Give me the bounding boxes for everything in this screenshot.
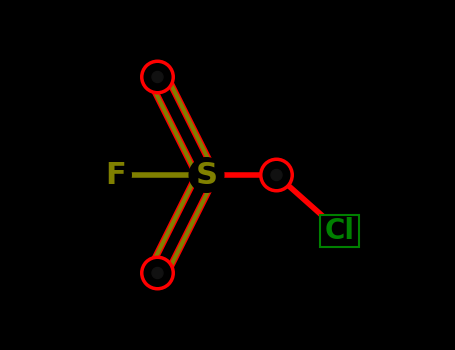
Circle shape: [142, 61, 173, 93]
Circle shape: [271, 169, 282, 181]
Circle shape: [142, 257, 173, 289]
Circle shape: [261, 159, 292, 191]
Circle shape: [152, 267, 163, 279]
Circle shape: [189, 158, 224, 192]
Circle shape: [100, 159, 131, 191]
Circle shape: [152, 71, 163, 83]
Text: S: S: [196, 161, 217, 189]
Text: Cl: Cl: [324, 217, 354, 245]
Text: F: F: [105, 161, 126, 189]
FancyBboxPatch shape: [320, 215, 359, 246]
